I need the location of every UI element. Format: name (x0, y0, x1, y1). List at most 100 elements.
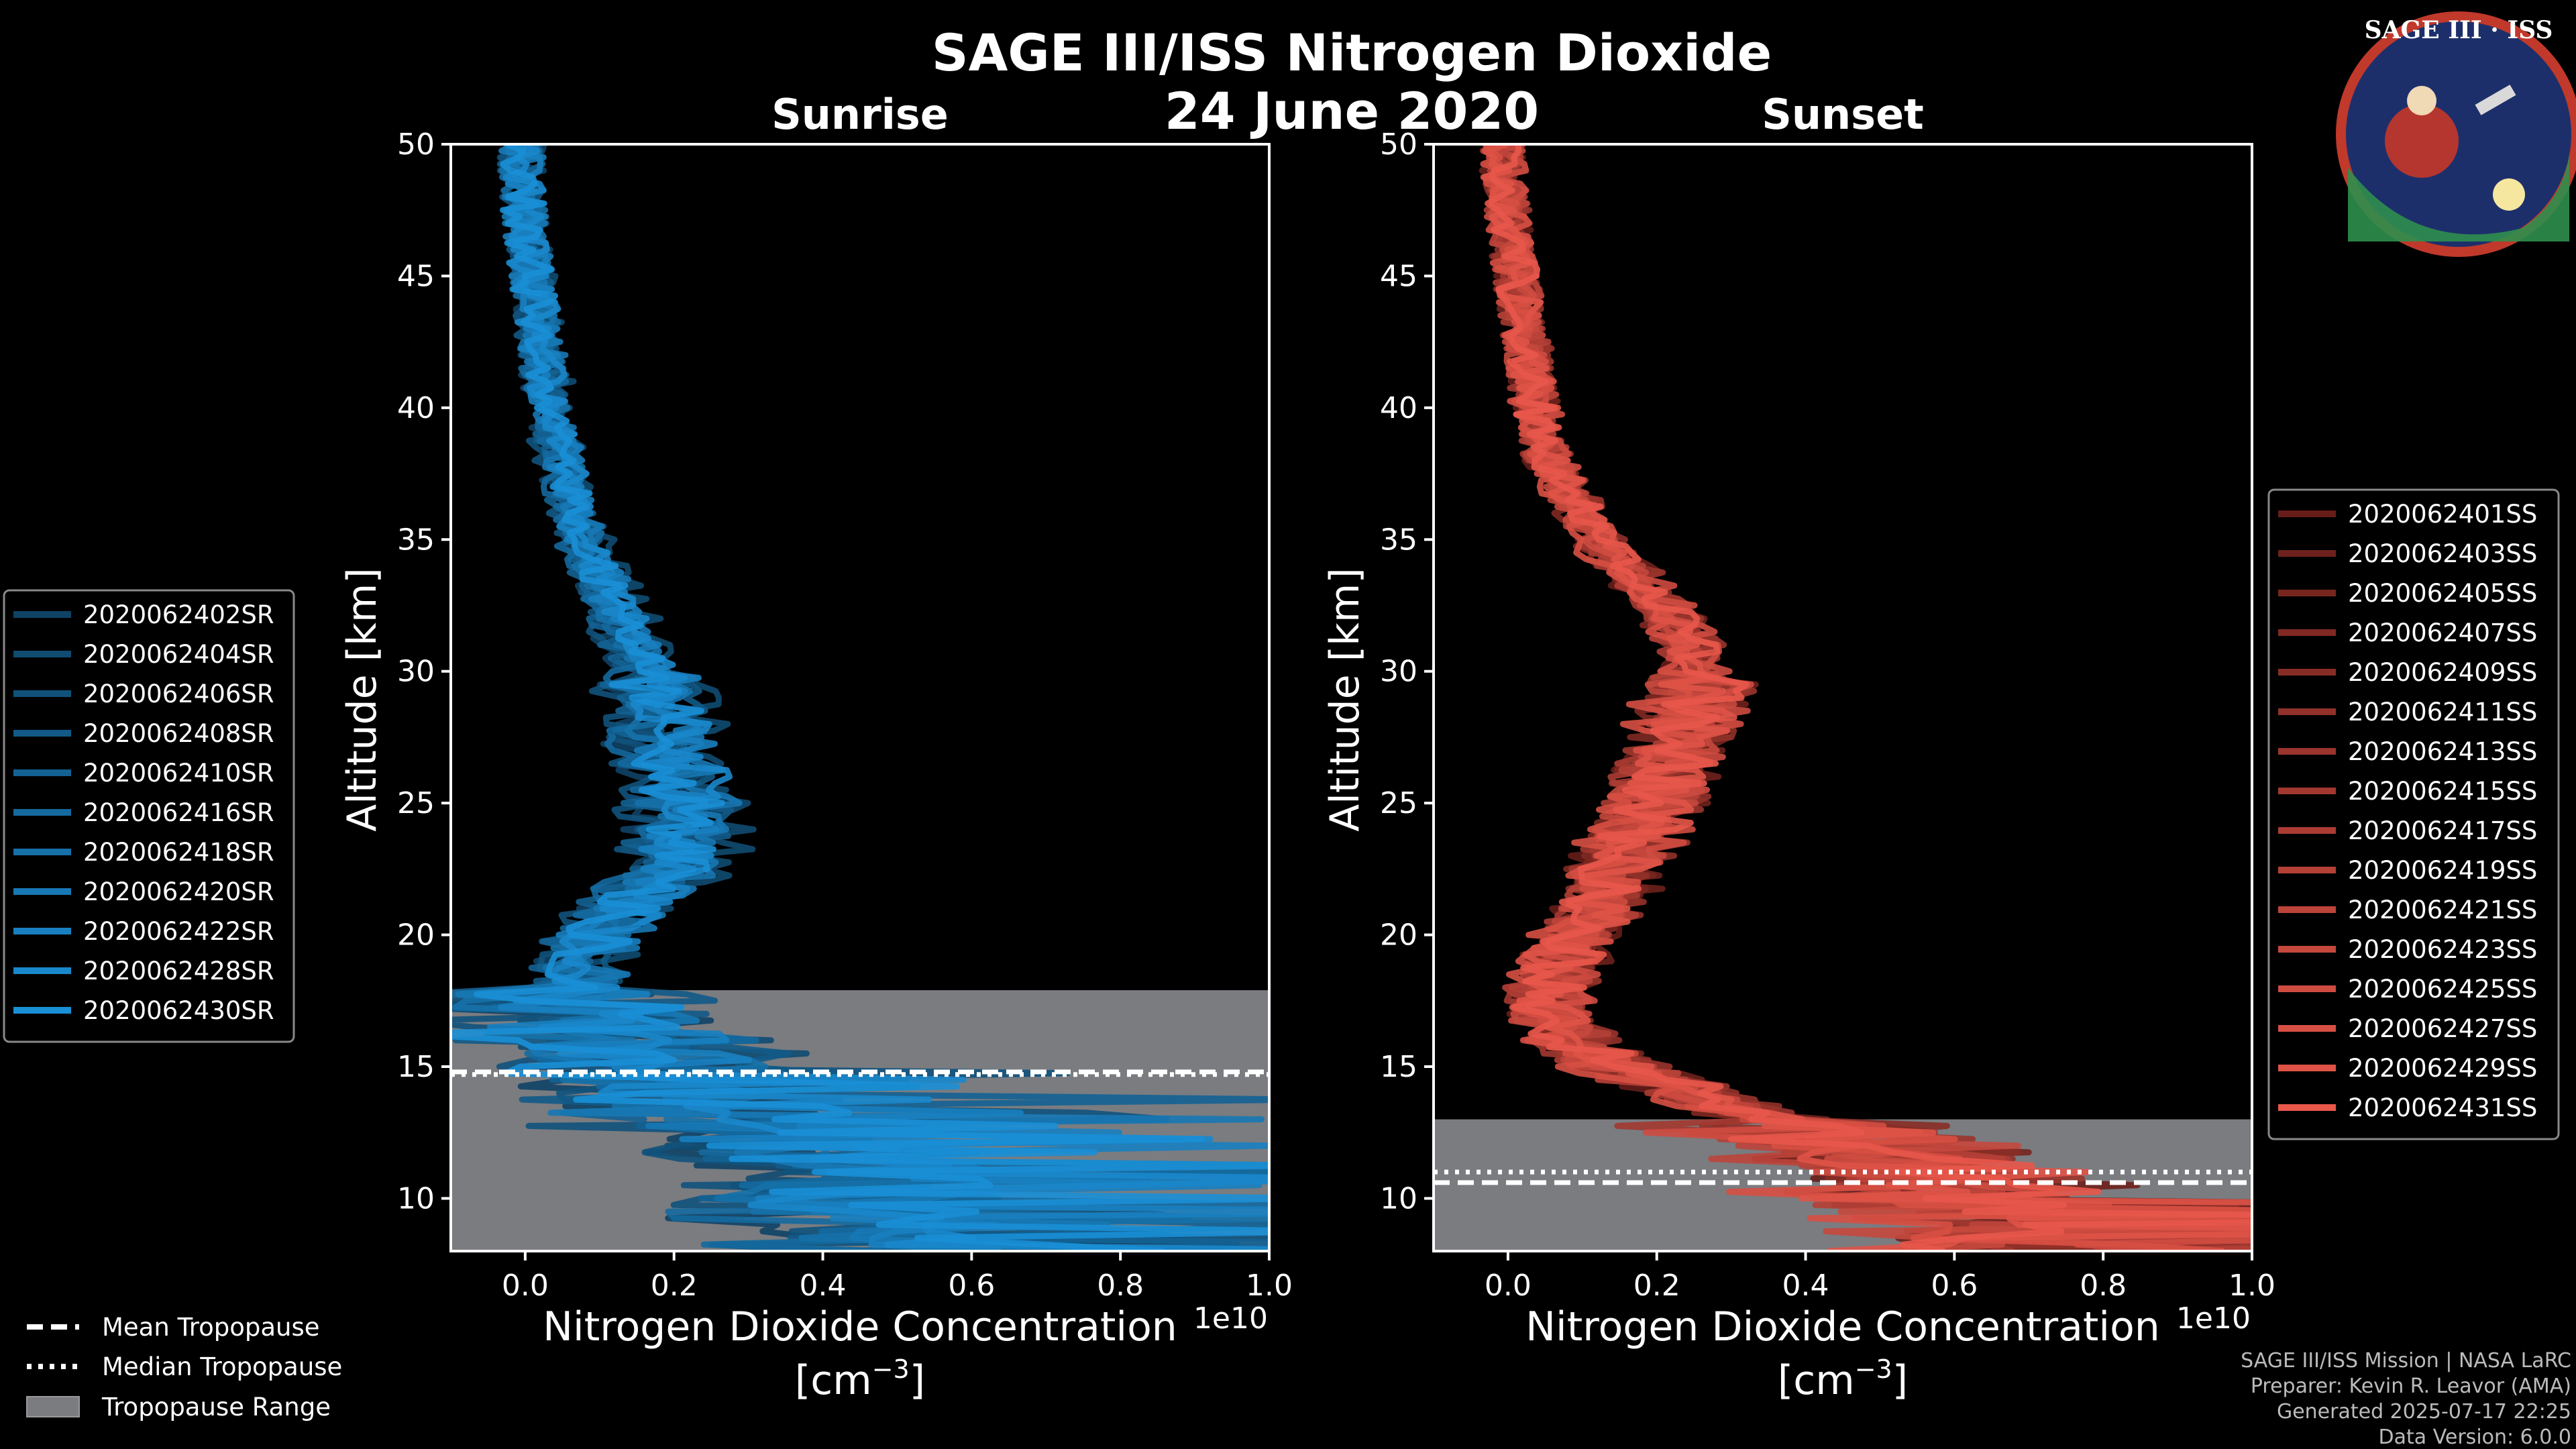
sunrise-legend-label: 2020062402SR (83, 600, 274, 629)
sunrise-legend-frame (3, 589, 295, 1043)
sunset-y-tick-label: 40 (1380, 391, 1417, 425)
sunrise-legend-label: 2020062410SR (83, 759, 274, 788)
sunrise-y-tick-label: 20 (397, 918, 435, 953)
tropopause-range-swatch (26, 1396, 80, 1417)
sunrise-axes-frame (449, 143, 1271, 1252)
sunset-y-axis-label: Altitude [km] (1322, 568, 1368, 832)
sunset-x-tick-label: 0.0 (1485, 1269, 1532, 1303)
logo-wizard-icon (2385, 104, 2459, 178)
sunset-y-tick-label: 50 (1380, 127, 1417, 162)
sunset-x-tick-label: 0.6 (1931, 1269, 1978, 1303)
sunset-axes-frame (1432, 143, 2253, 1252)
sunset-x-axis-label: Nitrogen Dioxide Concentration (1525, 1303, 2160, 1350)
sunset-unit-close: ] (1892, 1357, 1908, 1404)
sunset-panel-title: Sunset (1762, 90, 1924, 139)
sunrise-x-scale-label: 1e10 (1193, 1301, 1268, 1336)
sunrise-y-tick-label: 40 (397, 391, 435, 425)
sunrise-x-tick-label: 1.0 (1246, 1269, 1293, 1303)
sunrise-x-tick-label: 0.6 (948, 1269, 995, 1303)
sunset-legend-frame (2267, 488, 2560, 1140)
sunset-legend-label: 2020062411SS (2348, 698, 2537, 727)
sunrise-y-tick-label: 15 (397, 1050, 435, 1084)
sunset-legend-label: 2020062417SS (2348, 816, 2537, 845)
logo-iss-icon (2475, 85, 2516, 115)
sunset-y-tick-label: 35 (1380, 523, 1417, 557)
sunrise-legend-label: 2020062418SR (83, 838, 274, 867)
footer-preparer: Preparer: Kevin R. Leavor (AMA) (2251, 1375, 2571, 1398)
sunset-legend-label: 2020062401SS (2348, 500, 2537, 529)
logo-title: SAGE III · ISS (2365, 16, 2553, 44)
sunset-legend-label: 2020062423SS (2348, 935, 2537, 964)
sunrise-unit-close: ] (910, 1357, 925, 1404)
sunrise-legend-label: 2020062430SR (83, 996, 274, 1025)
sunset-legend-label: 2020062421SS (2348, 896, 2537, 924)
sunrise-x-axis-unit: [cm−3] (795, 1354, 925, 1404)
logo-wizard-face-icon (2407, 86, 2436, 115)
sunrise-y-tick-label: 45 (397, 259, 435, 293)
sunset-x-tick-label: 0.4 (1782, 1269, 1829, 1303)
figure-date: 24 June 2020 (1165, 81, 1539, 141)
logo-sun-icon (2493, 178, 2525, 211)
sunrise-x-axis-label: Nitrogen Dioxide Concentration (543, 1303, 1177, 1350)
sunrise-x-tick-label: 0.4 (800, 1269, 847, 1303)
sunset-legend-label: 2020062403SS (2348, 539, 2537, 568)
sunrise-legend-label: 2020062420SR (83, 877, 274, 906)
sunset-x-tick-label: 0.8 (2080, 1269, 2127, 1303)
sunrise-y-tick-label: 10 (397, 1181, 435, 1216)
sunset-y-tick-label: 15 (1380, 1050, 1417, 1084)
sunset-legend-label: 2020062407SS (2348, 619, 2537, 647)
sunset-legend-label: 2020062427SS (2348, 1014, 2537, 1043)
figure-title: SAGE III/ISS Nitrogen Dioxide (932, 23, 1772, 83)
logo-earth-icon (2348, 154, 2569, 241)
sunrise-chart: 0.0 0.2 0.4 0.6 0.8 1.0 10 15 20 25 30 35 40 45 50 (397, 127, 1293, 1303)
mean-tropopause-label: Mean Tropopause (102, 1313, 320, 1342)
footer: SAGE III/ISS Mission | NASA LaRC Prepare… (2241, 1349, 2571, 1449)
tropopause-range-label: Tropopause Range (101, 1393, 331, 1421)
sunrise-panel-title: Sunrise (771, 90, 949, 139)
sunrise-legend-label: 2020062406SR (83, 680, 274, 708)
sunset-legend-label: 2020062405SS (2348, 579, 2537, 608)
sunrise-legend-label: 2020062404SR (83, 640, 274, 669)
sunrise-y-tick-label: 25 (397, 786, 435, 820)
sunset-x-tick-label: 1.0 (2229, 1269, 2275, 1303)
sunrise-profile-2020062428SR (502, 144, 1269, 1251)
sunrise-y-tick-label: 30 (397, 655, 435, 689)
sunset-profile-2020062431SS (1485, 144, 2252, 1251)
sunrise-y-axis-label: Altitude [km] (339, 568, 386, 832)
median-tropopause-label: Median Tropopause (102, 1352, 342, 1381)
sunset-y-tick-label: 25 (1380, 786, 1417, 820)
sunrise-y-tick-label: 35 (397, 523, 435, 557)
sunrise-unit-base: [cm (795, 1357, 872, 1404)
sunset-y-tick-label: 20 (1380, 918, 1417, 953)
sunset-unit-base: [cm (1778, 1357, 1855, 1404)
sunrise-legend-label: 2020062416SR (83, 798, 274, 827)
sunrise-x-tick-label: 0.8 (1097, 1269, 1144, 1303)
sunset-legend-label: 2020062431SS (2348, 1093, 2537, 1122)
tropopause-legend: Mean Tropopause Median Tropopause Tropop… (26, 1313, 342, 1421)
sunset-legend: 2020062401SS 2020062403SS 2020062405SS 2020… (2267, 488, 2560, 1140)
sunset-legend-label: 2020062413SS (2348, 737, 2537, 766)
sunset-y-tick-label: 10 (1380, 1181, 1417, 1216)
sunset-x-scale-label: 1e10 (2176, 1301, 2251, 1336)
sunrise-x-tick-label: 0.0 (502, 1269, 549, 1303)
sunrise-plot-area (451, 144, 1269, 1251)
footer-version: Data Version: 6.0.0 (2379, 1426, 2571, 1449)
sunset-legend-label: 2020062409SS (2348, 658, 2537, 687)
sunset-y-tick-label: 45 (1380, 259, 1417, 293)
sunset-x-tick-label: 0.2 (1633, 1269, 1680, 1303)
sunset-legend-label: 2020062419SS (2348, 856, 2537, 885)
sunset-unit-exp: −3 (1855, 1354, 1892, 1384)
sunset-plot-area (1434, 144, 2252, 1251)
sunrise-x-tick-label: 0.2 (651, 1269, 698, 1303)
footer-generated: Generated 2025-07-17 22:25 (2277, 1400, 2571, 1424)
sunrise-legend: 2020062402SR 2020062404SR 2020062406SR 2020… (3, 589, 295, 1043)
sunrise-y-tick-label: 50 (397, 127, 435, 162)
sunset-y-tick-label: 30 (1380, 655, 1417, 689)
sunset-legend-label: 2020062415SS (2348, 777, 2537, 806)
footer-mission: SAGE III/ISS Mission | NASA LaRC (2241, 1349, 2571, 1373)
sunset-x-axis-unit: [cm−3] (1778, 1354, 1908, 1404)
sunrise-legend-label: 2020062408SR (83, 719, 274, 748)
sunrise-legend-label: 2020062428SR (83, 957, 274, 985)
sunrise-profile-2020062430SR (451, 144, 1269, 1251)
